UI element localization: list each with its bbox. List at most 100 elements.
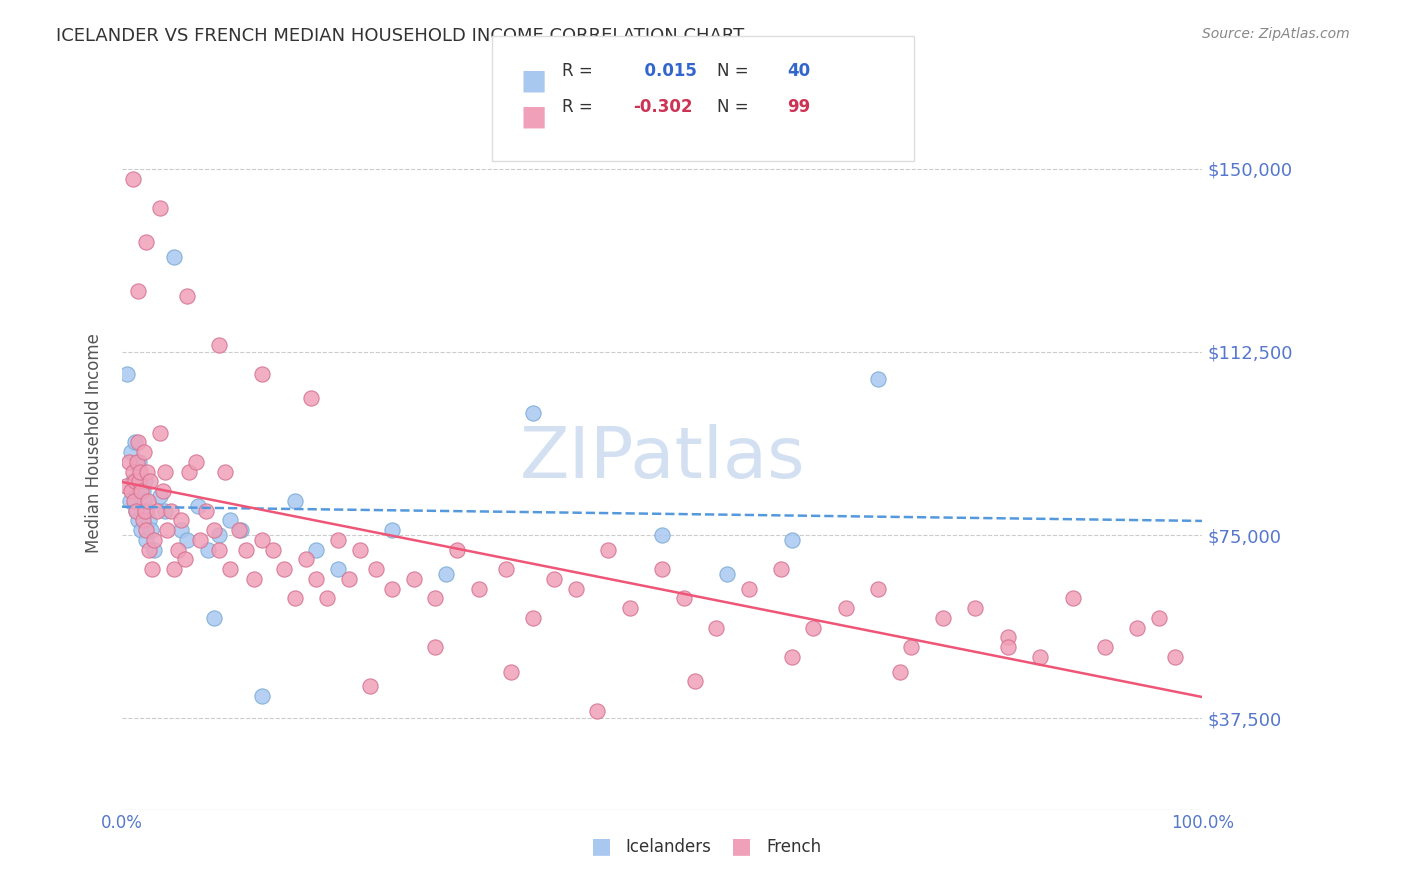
Point: [586, 704, 609, 718]
Text: ■: ■: [591, 837, 612, 856]
Point: [305, 542, 328, 557]
Text: -0.302: -0.302: [633, 98, 692, 116]
Point: [127, 484, 149, 499]
Point: [543, 572, 565, 586]
Point: [997, 631, 1019, 645]
Text: 40: 40: [787, 62, 810, 80]
Point: [188, 533, 211, 547]
Point: [299, 392, 322, 406]
Point: [117, 367, 139, 381]
Text: ■: ■: [520, 103, 547, 130]
Point: [143, 542, 166, 557]
Point: [131, 484, 153, 499]
Point: [349, 542, 371, 557]
Point: [780, 650, 803, 665]
Text: Source: ZipAtlas.com: Source: ZipAtlas.com: [1202, 27, 1350, 41]
Point: [177, 465, 200, 479]
Point: [337, 572, 360, 586]
Point: [381, 582, 404, 596]
Text: ■: ■: [520, 67, 547, 95]
Point: [900, 640, 922, 655]
Point: [127, 455, 149, 469]
Point: [202, 523, 225, 537]
Point: [467, 582, 489, 596]
Point: [425, 591, 447, 606]
Point: [170, 523, 193, 537]
Point: [155, 465, 177, 479]
Point: [316, 591, 339, 606]
Point: [780, 533, 803, 547]
Point: [672, 591, 695, 606]
Point: [495, 562, 517, 576]
Point: [243, 572, 266, 586]
Point: [769, 562, 792, 576]
Point: [197, 542, 219, 557]
Point: [889, 665, 911, 679]
Text: Icelanders: Icelanders: [626, 838, 711, 856]
Point: [683, 674, 706, 689]
Point: [176, 533, 198, 547]
Text: 0.015: 0.015: [633, 62, 696, 80]
Point: [252, 533, 274, 547]
Point: [208, 528, 231, 542]
Point: [131, 484, 153, 499]
Point: [294, 552, 316, 566]
Text: ■: ■: [731, 837, 752, 856]
Point: [1164, 650, 1187, 665]
Point: [132, 445, 155, 459]
Point: [284, 493, 307, 508]
Point: [127, 513, 149, 527]
Point: [118, 493, 141, 508]
Point: [997, 640, 1019, 655]
Point: [138, 513, 160, 527]
Point: [184, 455, 207, 469]
Point: [159, 503, 181, 517]
Point: [129, 465, 152, 479]
Text: 99: 99: [787, 98, 811, 116]
Point: [219, 562, 242, 576]
Point: [131, 513, 153, 527]
Point: [651, 562, 673, 576]
Point: [835, 601, 858, 615]
Point: [326, 562, 349, 576]
Point: [402, 572, 425, 586]
Point: [598, 542, 620, 557]
Point: [135, 523, 157, 537]
Point: [522, 611, 544, 625]
Point: [120, 484, 142, 499]
Point: [1029, 650, 1052, 665]
Point: [252, 689, 274, 703]
Point: [163, 250, 186, 264]
Point: [127, 435, 149, 450]
Point: [208, 337, 231, 351]
Point: [127, 284, 149, 298]
Point: [499, 665, 522, 679]
Point: [262, 542, 284, 557]
Point: [651, 528, 673, 542]
Point: [381, 523, 404, 537]
Point: [149, 425, 172, 440]
Point: [1094, 640, 1116, 655]
Point: [135, 465, 157, 479]
Point: [187, 499, 209, 513]
Point: [122, 493, 145, 508]
Text: French: French: [766, 838, 821, 856]
Point: [195, 503, 218, 517]
Point: [868, 582, 890, 596]
Point: [128, 475, 150, 489]
Point: [173, 552, 195, 566]
Point: [326, 533, 349, 547]
Point: [125, 503, 148, 517]
Point: [163, 562, 186, 576]
Point: [1147, 611, 1170, 625]
Y-axis label: Median Household Income: Median Household Income: [86, 334, 103, 553]
Point: [252, 367, 274, 381]
Text: R =: R =: [562, 98, 599, 116]
Point: [801, 621, 824, 635]
Point: [522, 406, 544, 420]
Point: [136, 493, 159, 508]
Point: [155, 503, 177, 517]
Point: [170, 513, 193, 527]
Point: [149, 201, 172, 215]
Point: [135, 503, 157, 517]
